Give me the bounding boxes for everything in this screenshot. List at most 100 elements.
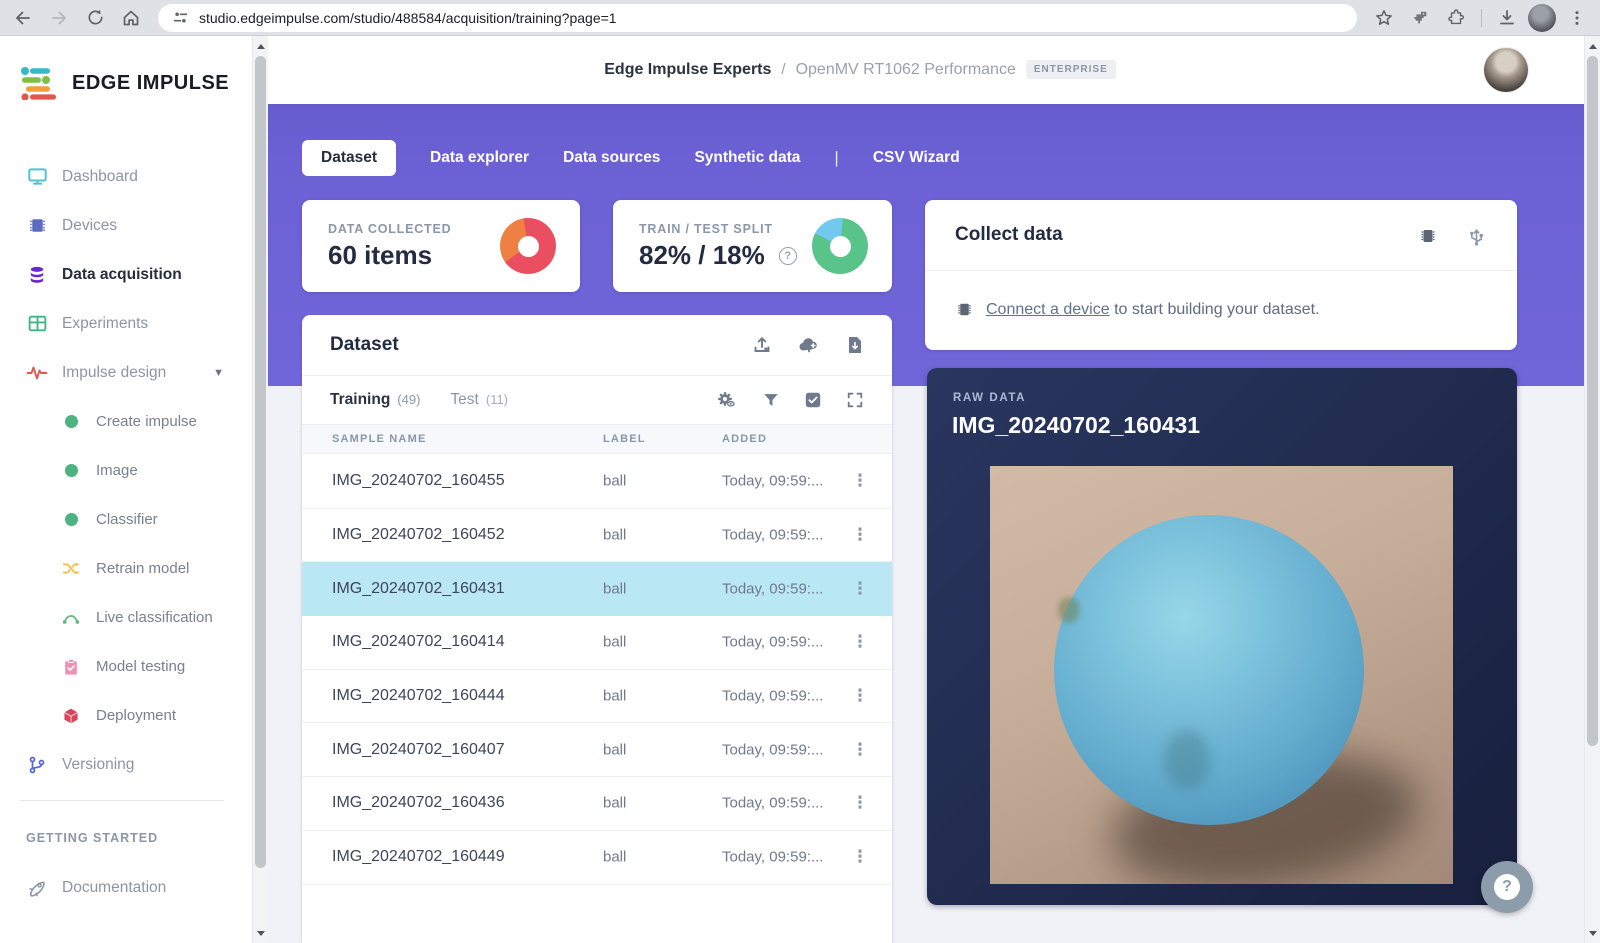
- data-collected-donut-chart: [500, 218, 556, 274]
- sidebar-scrollbar[interactable]: [252, 36, 268, 943]
- row-menu-icon[interactable]: ⋮: [851, 471, 869, 491]
- expand-fullscreen-icon[interactable]: [846, 391, 864, 409]
- tabs-divider: |: [834, 148, 839, 167]
- browser-forward-icon[interactable]: [44, 3, 74, 33]
- scroll-up-icon[interactable]: [1585, 38, 1600, 54]
- sidebar-item-devices[interactable]: Devices: [0, 201, 252, 250]
- table-row[interactable]: IMG_20240702_160431 ball Today, 09:59:..…: [302, 562, 892, 617]
- breadcrumb-project[interactable]: OpenMV RT1062 Performance: [795, 60, 1016, 78]
- database-icon: [26, 264, 48, 286]
- page-scrollbar-thumb[interactable]: [1587, 56, 1598, 746]
- device-chip-icon[interactable]: [1418, 226, 1438, 247]
- row-menu-icon[interactable]: ⋮: [851, 525, 869, 545]
- address-bar[interactable]: studio.edgeimpulse.com/studio/488584/acq…: [158, 3, 1357, 32]
- scroll-down-icon[interactable]: [253, 925, 269, 941]
- sidebar-item-classifier[interactable]: Classifier: [0, 495, 252, 544]
- site-info-icon[interactable]: [172, 9, 189, 26]
- table-row[interactable]: IMG_20240702_160444 ball Today, 09:59:..…: [302, 670, 892, 724]
- upload-icon[interactable]: [752, 335, 772, 355]
- raw-data-panel: RAW DATA IMG_20240702_160431: [927, 368, 1517, 905]
- edge-impulse-logo[interactable]: EDGE IMPULSE: [20, 66, 229, 100]
- question-mark-icon: ?: [1494, 874, 1520, 900]
- sidebar-item-model-testing[interactable]: Model testing: [0, 642, 252, 691]
- sidebar-item-experiments[interactable]: Experiments: [0, 299, 252, 348]
- chevron-down-icon[interactable]: ▼: [213, 366, 224, 379]
- page-scrollbar[interactable]: [1584, 36, 1600, 943]
- row-menu-icon[interactable]: ⋮: [851, 686, 869, 706]
- extensions-puzzle-icon[interactable]: [1441, 3, 1471, 33]
- edge-impulse-logo-icon: [21, 67, 56, 100]
- git-branch-icon: [26, 754, 48, 776]
- sidebar-item-live-classification[interactable]: Live classification: [0, 593, 252, 642]
- row-menu-icon[interactable]: ⋮: [851, 578, 869, 598]
- sidebar-item-versioning[interactable]: Versioning: [0, 740, 252, 789]
- cloud-upload-icon[interactable]: [798, 335, 820, 355]
- tab-dataset[interactable]: Dataset: [302, 140, 396, 176]
- acquisition-tabs: Dataset Data explorer Data sources Synth…: [302, 140, 960, 176]
- table-row[interactable]: IMG_20240702_160449 ball Today, 09:59:..…: [302, 831, 892, 885]
- app-header: Edge Impulse Experts / OpenMV RT1062 Per…: [268, 36, 1584, 104]
- usb-icon[interactable]: [1466, 226, 1487, 247]
- sidebar: EDGE IMPULSE Dashboard Devices: [0, 36, 252, 943]
- clipboard-icon: [62, 658, 80, 676]
- help-button[interactable]: ?: [1481, 861, 1533, 913]
- browser-menu-icon[interactable]: [1562, 3, 1592, 33]
- row-menu-icon[interactable]: ⋮: [851, 793, 869, 813]
- raw-data-kicker: RAW DATA: [953, 392, 1027, 404]
- browser-profile-avatar[interactable]: [1528, 3, 1556, 32]
- table-row[interactable]: IMG_20240702_160436 ball Today, 09:59:..…: [302, 777, 892, 831]
- browser-reload-icon[interactable]: [80, 3, 110, 33]
- sample-label: ball: [603, 741, 627, 759]
- column-added: ADDED: [722, 433, 768, 445]
- connect-device-text: to start building your dataset.: [1109, 300, 1320, 318]
- table-row[interactable]: IMG_20240702_160407 ball Today, 09:59:..…: [302, 723, 892, 778]
- device-chip-icon: [955, 300, 974, 319]
- table-row[interactable]: IMG_20240702_160452 ball Today, 09:59:..…: [302, 509, 892, 563]
- cube-icon: [62, 707, 80, 725]
- breadcrumb-org[interactable]: Edge Impulse Experts: [604, 60, 772, 78]
- table-header: SAMPLE NAME LABEL ADDED: [302, 424, 892, 454]
- tab-data-sources[interactable]: Data sources: [563, 149, 661, 166]
- split-help-icon[interactable]: ?: [778, 246, 797, 265]
- browser-home-icon[interactable]: [116, 3, 146, 33]
- sample-label: ball: [603, 687, 627, 705]
- collect-data-title: Collect data: [955, 224, 1063, 245]
- sidebar-item-image[interactable]: Image: [0, 446, 252, 495]
- sidebar-item-retrain-model[interactable]: Retrain model: [0, 544, 252, 593]
- row-menu-icon[interactable]: ⋮: [851, 632, 869, 652]
- sidebar-item-create-impulse[interactable]: Create impulse: [0, 397, 252, 446]
- tab-data-explorer[interactable]: Data explorer: [430, 149, 530, 166]
- file-export-icon[interactable]: [846, 335, 864, 355]
- test-tab[interactable]: Test (11): [450, 391, 509, 408]
- tab-csv-wizard[interactable]: CSV Wizard: [872, 149, 960, 166]
- scroll-down-icon[interactable]: [1585, 925, 1600, 941]
- table-row[interactable]: IMG_20240702_160455 ball Today, 09:59:..…: [302, 455, 892, 509]
- data-collected-card: DATA COLLECTED 60 items: [302, 200, 580, 292]
- getting-started-heading: GETTING STARTED: [26, 831, 159, 845]
- sidebar-item-documentation[interactable]: Documentation: [0, 863, 252, 912]
- select-checkbox-icon[interactable]: [804, 391, 822, 409]
- downloads-icon[interactable]: [1492, 3, 1522, 33]
- filter-icon[interactable]: [762, 391, 780, 409]
- url-text[interactable]: studio.edgeimpulse.com/studio/488584/acq…: [199, 9, 617, 26]
- row-menu-icon[interactable]: ⋮: [851, 739, 869, 759]
- user-avatar[interactable]: [1484, 48, 1528, 92]
- sidebar-scrollbar-thumb[interactable]: [255, 56, 266, 868]
- tab-synthetic-data[interactable]: Synthetic data: [694, 149, 801, 166]
- training-tab[interactable]: Training (49): [330, 391, 421, 408]
- sidebar-item-dashboard[interactable]: Dashboard: [0, 152, 252, 201]
- scroll-up-icon[interactable]: [253, 38, 269, 54]
- sidebar-item-impulse-design[interactable]: Impulse design ▼: [0, 348, 252, 397]
- sidebar-item-deployment[interactable]: Deployment: [0, 691, 252, 740]
- browser-back-icon[interactable]: [8, 3, 38, 33]
- sample-added: Today, 09:59:...: [722, 526, 824, 544]
- auto-labeler-icon[interactable]: [716, 390, 738, 410]
- monitor-icon: [26, 166, 48, 188]
- bookmark-star-icon[interactable]: [1369, 3, 1399, 33]
- dino-extension-icon[interactable]: [1405, 3, 1435, 33]
- sidebar-item-data-acquisition[interactable]: Data acquisition: [0, 250, 252, 299]
- table-row[interactable]: IMG_20240702_160414 ball Today, 09:59:..…: [302, 616, 892, 670]
- row-menu-icon[interactable]: ⋮: [851, 847, 869, 867]
- connect-device-link[interactable]: Connect a device: [986, 300, 1110, 318]
- sample-label: ball: [603, 848, 627, 866]
